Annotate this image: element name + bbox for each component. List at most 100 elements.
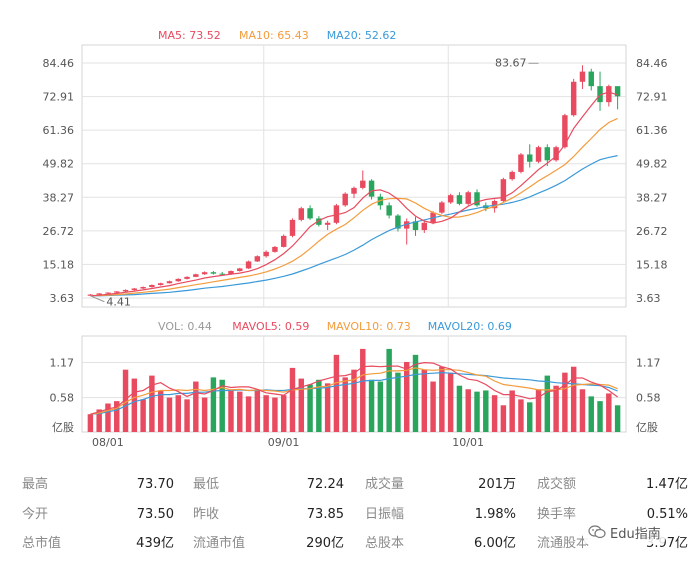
candle-body xyxy=(368,180,375,197)
candle-body xyxy=(193,274,199,277)
candle-body xyxy=(588,71,594,87)
vol-unit-right: 亿股 xyxy=(636,421,658,434)
ma-legend-item: MA10: 65.43 xyxy=(239,29,309,42)
candle-body xyxy=(421,222,428,231)
volume-bar xyxy=(316,379,322,432)
candle-body xyxy=(351,187,357,194)
volume-bar xyxy=(527,402,533,432)
volume-bar xyxy=(96,409,102,432)
volume-bar xyxy=(175,395,181,432)
stats-row-3: 总市值 439亿 流通市值 290亿 总股本 6.00亿 流通股本 3.97亿 xyxy=(0,530,700,558)
candle-body xyxy=(579,71,586,82)
candle-body xyxy=(184,276,190,279)
stat-value-open: 73.50 xyxy=(136,507,174,522)
volume-bar xyxy=(553,385,559,432)
y-tick-label-right: 15.18 xyxy=(636,258,668,271)
volume-bar xyxy=(307,384,313,432)
candle-body xyxy=(439,202,445,213)
volume-bar xyxy=(439,366,445,432)
y-tick-label-right: 26.72 xyxy=(636,225,668,238)
volume-bar xyxy=(597,401,603,432)
y-tick-label-right: 38.27 xyxy=(636,191,668,204)
candle-body xyxy=(456,195,463,204)
volume-bar xyxy=(570,366,577,432)
stat-label-amplitude: 日振幅 xyxy=(365,507,405,522)
volume-bar xyxy=(149,375,155,432)
volume-bar xyxy=(193,381,199,432)
vol-legend-item: MAVOL5: 0.59 xyxy=(232,320,309,333)
volume-bar xyxy=(483,390,489,432)
stat-label-turnover-amount: 成交额 xyxy=(537,477,577,492)
stat-label-total-shares: 总股本 xyxy=(365,536,405,551)
volume-bar xyxy=(614,405,621,432)
volume-bar xyxy=(535,389,542,432)
candle-body xyxy=(465,192,471,204)
candle-body xyxy=(544,147,551,161)
y-tick-label-right: 49.82 xyxy=(636,158,668,171)
candle-body xyxy=(403,221,410,229)
stat-value-high: 73.70 xyxy=(136,477,174,492)
y-tick-label-left: 15.18 xyxy=(43,258,75,271)
wechat-icon xyxy=(588,525,606,539)
volume-bar xyxy=(342,377,348,432)
volume-bar xyxy=(105,403,111,432)
candle-body xyxy=(149,285,155,288)
candle-body xyxy=(500,179,507,201)
candle-body xyxy=(316,218,322,225)
vol-y-tick-left: 1.17 xyxy=(50,357,75,370)
volume-bar xyxy=(360,348,366,432)
ma20-line xyxy=(90,155,618,297)
x-tick-label: 10/01 xyxy=(452,436,484,449)
vol-y-tick-left: 0.58 xyxy=(50,392,75,405)
volume-bar xyxy=(333,354,340,432)
candle-body xyxy=(157,283,164,286)
candle-body xyxy=(447,195,454,203)
candle-body xyxy=(491,200,498,209)
volume-bar xyxy=(544,375,551,432)
volume-bar xyxy=(588,396,594,432)
y-tick-label-left: 38.27 xyxy=(43,191,75,204)
ma10-line xyxy=(90,117,618,297)
volume-bar xyxy=(254,390,261,432)
candle-body xyxy=(333,205,340,223)
volume-bar xyxy=(351,369,357,432)
y-tick-label-right: 84.46 xyxy=(636,57,668,70)
candle-body xyxy=(535,147,542,162)
candle-body xyxy=(342,193,348,206)
kline-frame xyxy=(81,44,627,308)
candle-body xyxy=(140,287,146,289)
candle-body xyxy=(87,294,94,296)
candle-body xyxy=(175,278,181,282)
candle-body xyxy=(553,147,559,161)
volume-bar xyxy=(184,399,190,432)
mavol10-line xyxy=(90,367,618,415)
volume-bar xyxy=(245,396,252,432)
candle-body xyxy=(131,288,138,290)
candle-body xyxy=(237,268,243,272)
volume-bar xyxy=(430,381,436,432)
vol-y-tick-right: 1.17 xyxy=(636,357,661,370)
volume-bar xyxy=(386,348,392,432)
mavol5-line xyxy=(90,361,618,415)
volume-bar xyxy=(518,399,524,432)
stat-label-volume: 成交量 xyxy=(365,477,405,492)
volume-bar xyxy=(237,391,243,432)
candle-body xyxy=(201,272,208,275)
volume-bar xyxy=(87,414,94,432)
volume-bar xyxy=(606,393,612,432)
y-tick-label-left: 72.91 xyxy=(43,91,75,104)
volume-bar xyxy=(509,390,515,432)
stat-value-turnover-rate: 0.51% xyxy=(646,507,688,522)
volume-bar xyxy=(491,395,498,432)
stat-label-prev-close: 昨收 xyxy=(193,507,220,522)
candle-body xyxy=(606,86,612,103)
candle-body xyxy=(263,251,269,257)
volume-bar xyxy=(474,391,480,432)
vol-legend-item: MAVOL20: 0.69 xyxy=(428,320,512,333)
stat-value-turnover-amount: 1.47亿 xyxy=(646,477,688,492)
y-tick-label-right: 3.63 xyxy=(636,292,661,305)
volume-bar xyxy=(140,399,146,432)
min-annotation-line xyxy=(90,295,105,303)
y-tick-label-left: 49.82 xyxy=(43,158,75,171)
candle-body xyxy=(597,86,603,103)
